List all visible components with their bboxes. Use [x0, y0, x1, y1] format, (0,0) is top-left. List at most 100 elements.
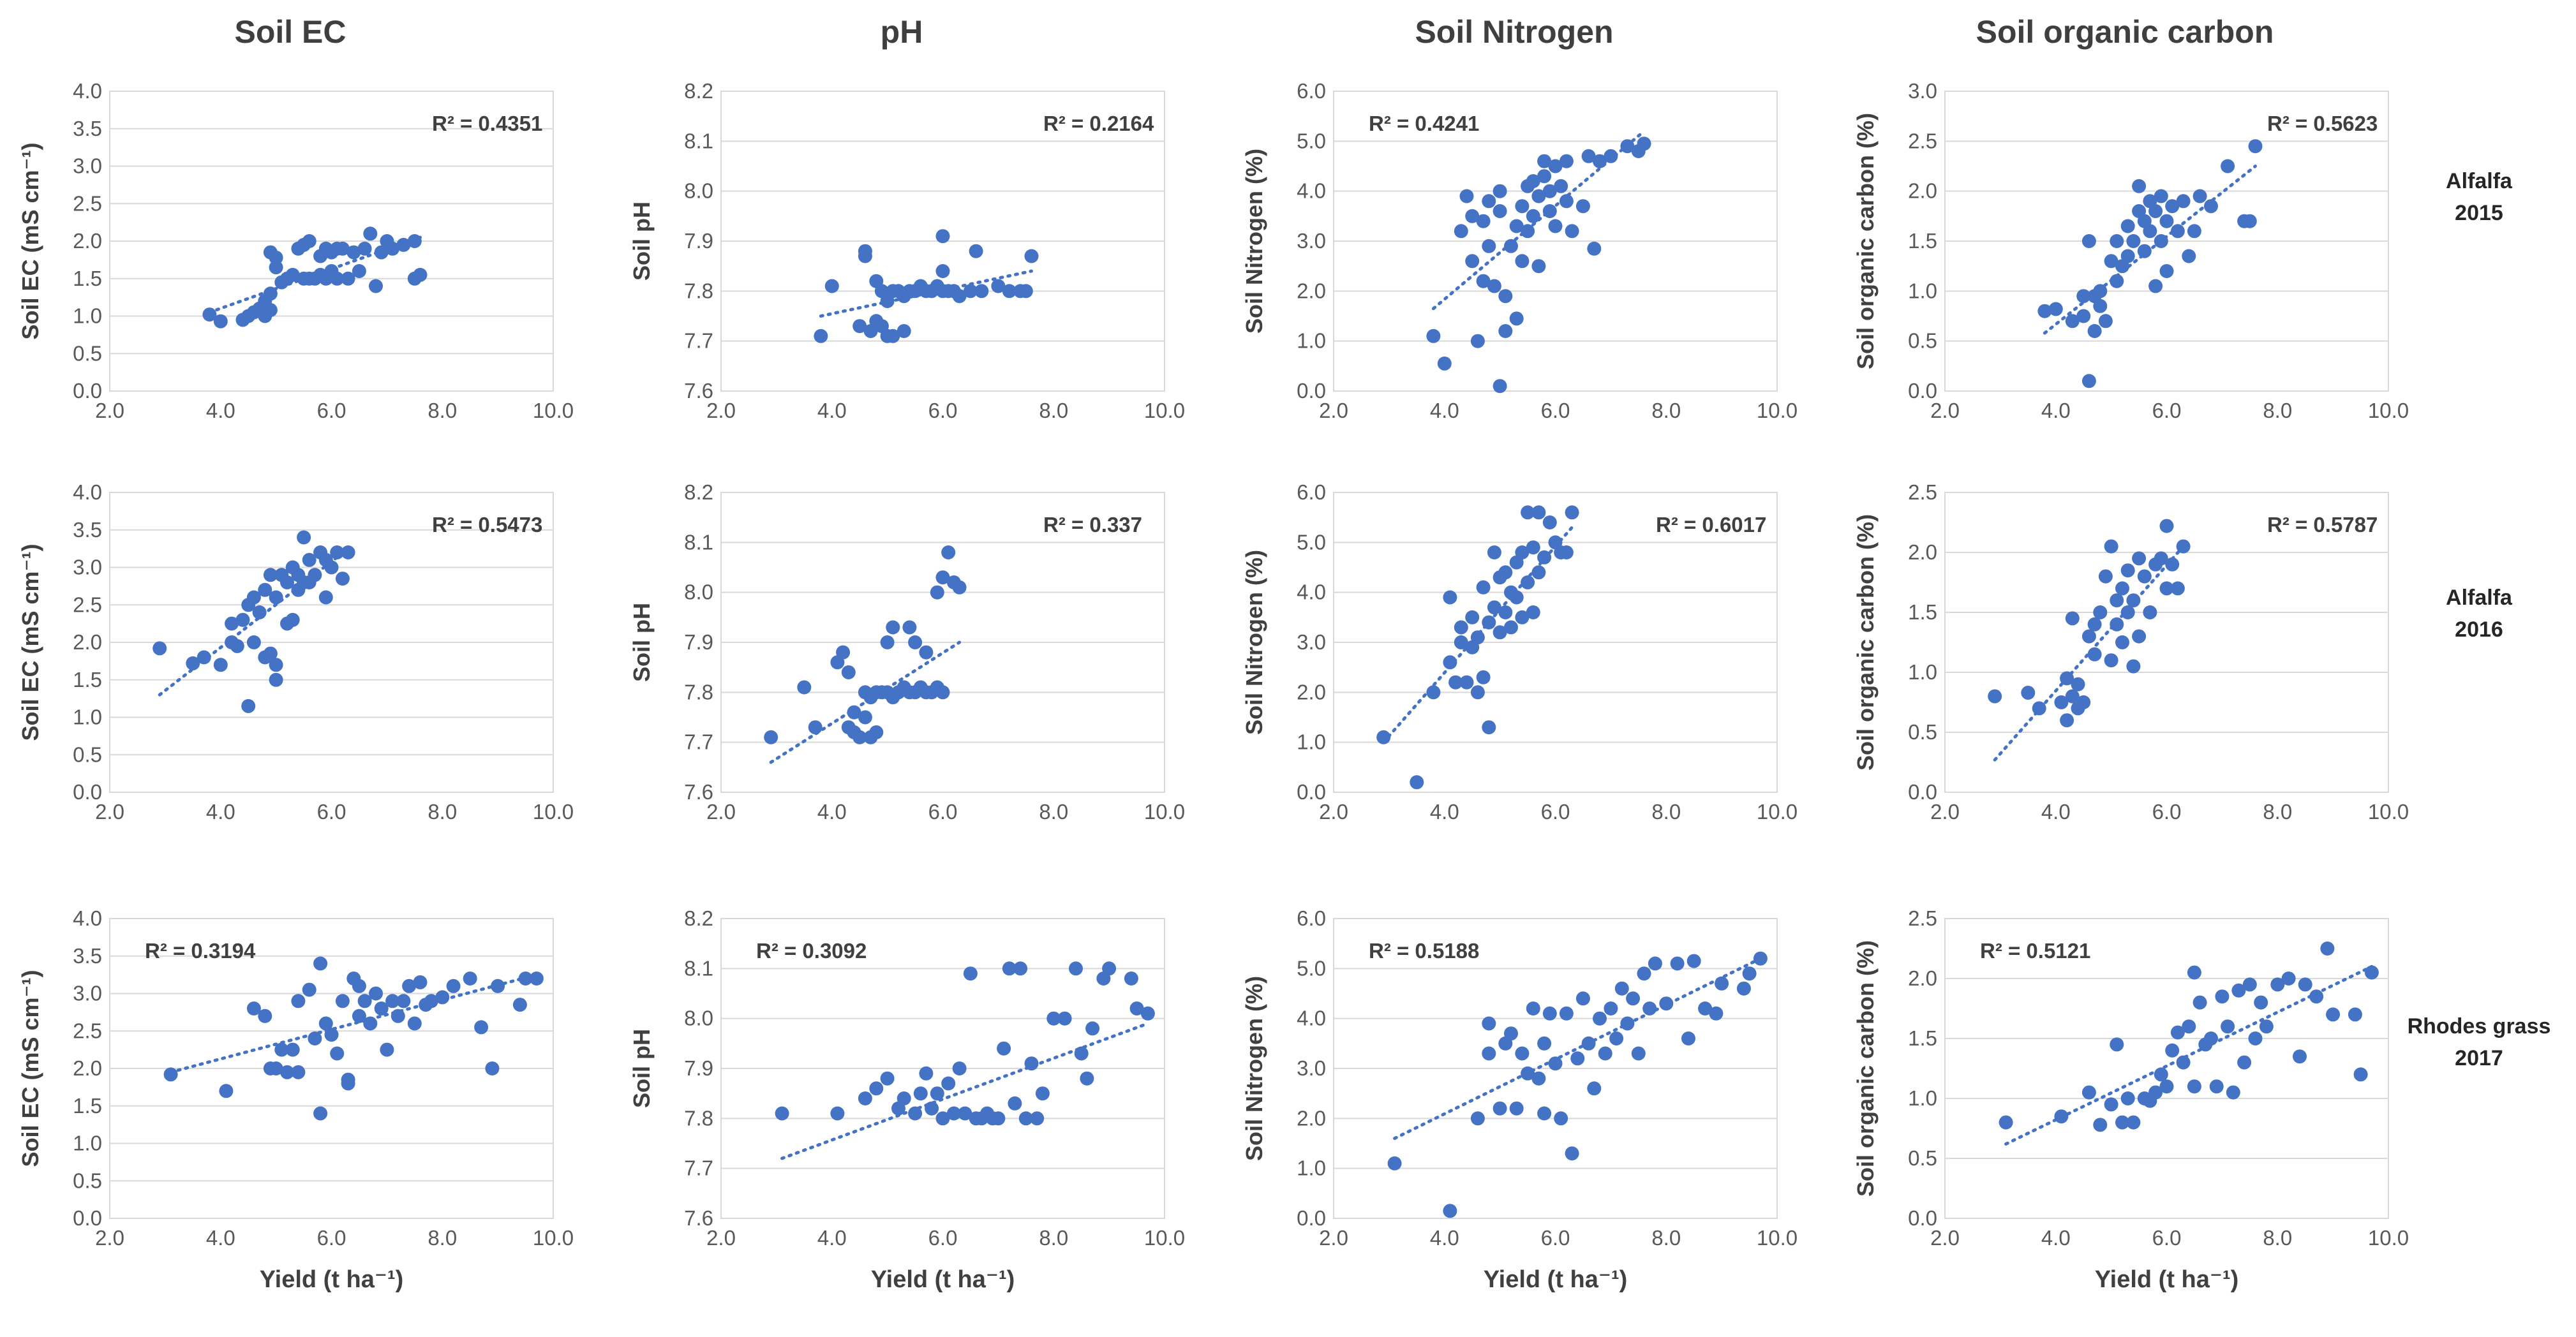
y-tick-label: 2.5: [73, 593, 102, 616]
data-point: [2120, 563, 2135, 578]
data-point: [2065, 611, 2080, 626]
trendline: [780, 1022, 1150, 1160]
data-point: [402, 979, 417, 993]
data-point: [858, 1091, 872, 1105]
data-point: [302, 234, 316, 248]
data-point: [363, 1016, 378, 1031]
data-point: [886, 620, 900, 635]
data-point: [2187, 1079, 2201, 1094]
x-tick-label: 10.0: [1144, 1226, 1185, 1250]
data-point: [2048, 302, 2063, 316]
y-tick-label: 4.0: [1297, 580, 1326, 604]
data-point: [2104, 254, 2118, 269]
y-tick-label: 7.6: [684, 379, 713, 403]
data-point: [269, 658, 283, 672]
data-point: [2081, 234, 2096, 248]
data-point: [1587, 1081, 1602, 1096]
data-point: [869, 725, 884, 739]
data-point: [335, 994, 350, 1008]
data-point: [2110, 234, 2124, 248]
data-point: [302, 552, 316, 567]
data-point: [836, 645, 851, 660]
data-point: [1459, 189, 1474, 203]
data-point: [1537, 169, 1552, 184]
data-point: [824, 279, 839, 293]
data-point: [341, 1076, 355, 1091]
y-tick-label: 3.0: [1297, 229, 1326, 253]
x-tick-label: 10.0: [533, 1226, 574, 1250]
data-point: [318, 1016, 333, 1031]
data-point: [1554, 179, 1568, 193]
data-point: [1046, 1011, 1061, 1026]
x-axis-label: Yield (t ha⁻¹): [1484, 1266, 1628, 1293]
y-tick-label: 8.0: [684, 179, 713, 203]
column-title-ph: pH: [881, 14, 923, 50]
x-tick-label: 4.0: [817, 800, 847, 824]
data-point: [2165, 1043, 2180, 1058]
data-point: [2209, 1079, 2224, 1094]
data-point: [1537, 1036, 1552, 1051]
data-point: [1459, 675, 1474, 690]
data-point: [2104, 653, 2118, 668]
data-point: [935, 229, 950, 244]
x-tick-label: 8.0: [2263, 399, 2292, 422]
data-point: [2115, 635, 2129, 649]
data-point: [1581, 149, 1596, 163]
x-tick-label: 2.0: [95, 399, 124, 422]
data-point: [2165, 199, 2180, 214]
data-point: [2104, 539, 2118, 554]
data-point: [2154, 551, 2168, 566]
data-point: [1470, 685, 1485, 700]
y-tick-label: 1.0: [1297, 329, 1326, 353]
y-axis-label: Soil organic carbon (%): [1852, 113, 1879, 369]
y-axis-label: Soil Nitrogen (%): [1241, 149, 1267, 334]
data-point: [952, 289, 967, 304]
trendline: [207, 235, 422, 314]
data-point: [2060, 713, 2074, 728]
x-tick-label: 6.0: [317, 1226, 346, 1250]
y-tick-label: 0.0: [73, 780, 102, 804]
x-tick-label: 2.0: [1319, 800, 1348, 824]
data-point: [1614, 981, 1629, 996]
data-point: [2132, 179, 2147, 193]
data-point: [1531, 189, 1546, 203]
y-tick-label: 0.5: [1908, 1146, 1937, 1170]
data-point: [2182, 249, 2196, 263]
data-point: [1504, 620, 1518, 635]
data-point: [2353, 1067, 2368, 1082]
data-point: [1537, 154, 1552, 168]
data-point: [280, 1065, 294, 1079]
data-point: [2259, 1019, 2274, 1034]
data-point: [952, 580, 967, 595]
data-point: [1648, 956, 1662, 971]
y-tick-label: 0.5: [73, 1169, 102, 1192]
x-tick-label: 2.0: [706, 800, 736, 824]
data-point: [2348, 1007, 2362, 1022]
data-point: [1443, 590, 1457, 605]
data-point: [1482, 1046, 1496, 1061]
x-tick-label: 10.0: [2368, 800, 2409, 824]
data-point: [1604, 1001, 1618, 1016]
data-point: [2248, 139, 2263, 154]
y-tick-label: 7.7: [684, 730, 713, 754]
y-tick-label: 7.9: [684, 1056, 713, 1080]
data-point: [346, 245, 361, 260]
data-point: [1493, 625, 1507, 640]
data-point: [407, 1016, 422, 1031]
y-axis-label: Soil organic carbon (%): [1852, 514, 1879, 771]
row-label-alfalfa-2016-year: 2016: [2455, 617, 2503, 642]
y-tick-label: 1.0: [1297, 730, 1326, 754]
x-tick-label: 6.0: [928, 399, 958, 422]
r-squared-label: R² = 0.3194: [145, 939, 256, 963]
data-point: [2182, 1019, 2196, 1034]
x-tick-label: 4.0: [206, 1226, 235, 1250]
data-point: [797, 680, 812, 695]
y-tick-label: 2.0: [1908, 179, 1937, 203]
y-tick-label: 7.9: [684, 229, 713, 253]
y-tick-label: 1.5: [1908, 1026, 1937, 1050]
data-point: [1030, 1111, 1045, 1126]
x-tick-label: 6.0: [928, 1226, 958, 1250]
data-point: [1515, 199, 1530, 214]
data-point: [1537, 1106, 1552, 1121]
data-point: [258, 1008, 272, 1023]
